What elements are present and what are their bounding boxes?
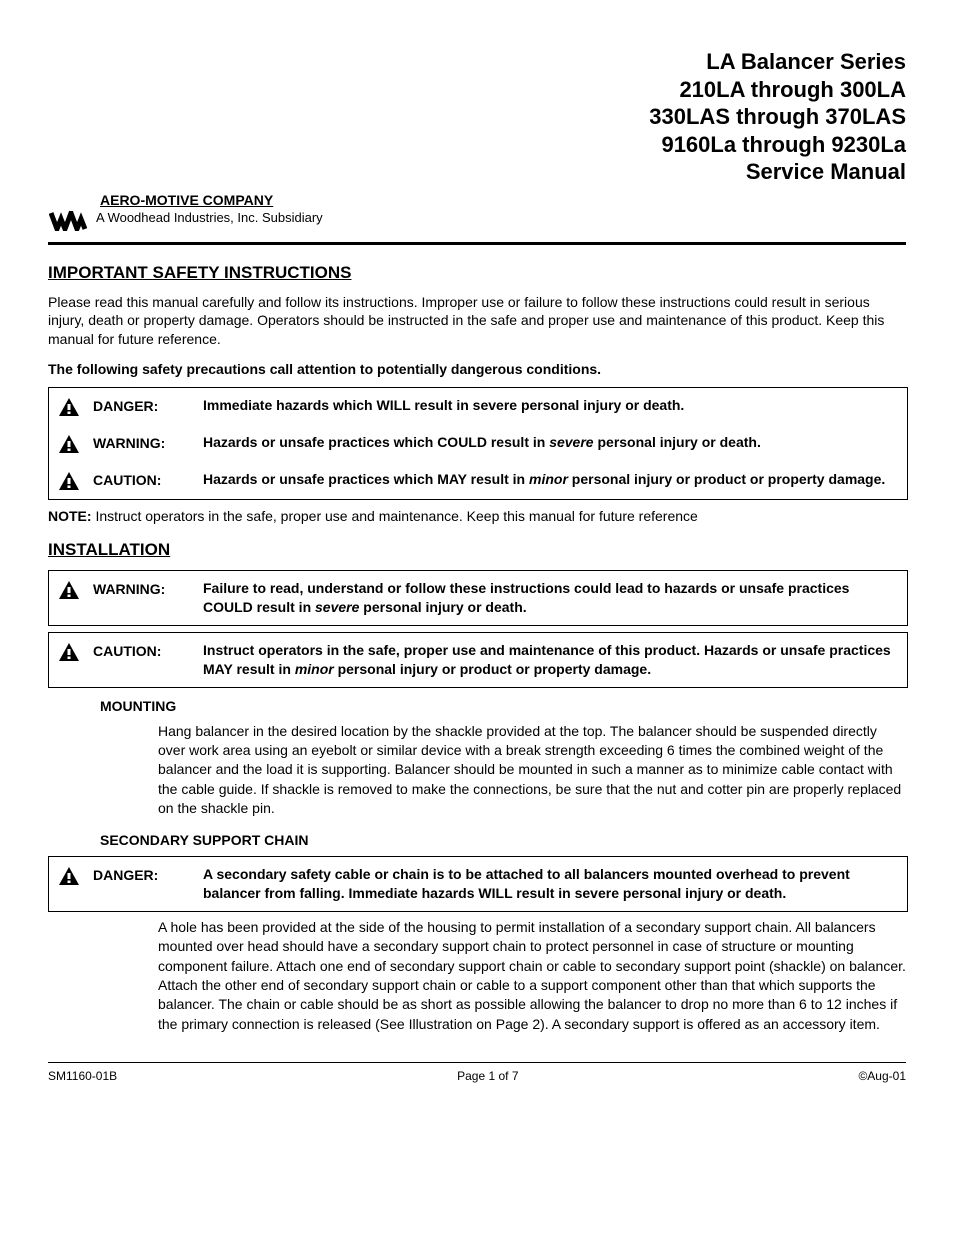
install-row-caution: CAUTION: Instruct operators in the safe,… bbox=[49, 633, 907, 687]
warning-triangle-icon bbox=[55, 579, 83, 600]
safety-label: DANGER: bbox=[93, 396, 193, 414]
note-line: NOTE: Instruct operators in the safe, pr… bbox=[48, 508, 906, 524]
safety-text-post: personal injury or death. bbox=[594, 434, 761, 450]
safety-text-italic: severe bbox=[549, 434, 593, 450]
title-line-2: 210LA through 300LA bbox=[48, 76, 906, 104]
install-row-warning: WARNING: Failure to read, understand or … bbox=[49, 571, 907, 625]
footer-center: Page 1 of 7 bbox=[457, 1069, 518, 1083]
safety-label: WARNING: bbox=[93, 433, 193, 451]
safety-label: CAUTION: bbox=[93, 641, 193, 659]
safety-text-post: personal injury or product or property d… bbox=[568, 471, 885, 487]
safety-row-caution: CAUTION: Hazards or unsafe practices whi… bbox=[49, 462, 907, 499]
safety-text: A secondary safety cable or chain is to … bbox=[203, 865, 895, 903]
installation-heading: INSTALLATION bbox=[48, 540, 906, 560]
title-line-1: LA Balancer Series bbox=[48, 48, 906, 76]
note-text: Instruct operators in the safe, proper u… bbox=[92, 508, 698, 524]
safety-text: Failure to read, understand or follow th… bbox=[203, 579, 895, 617]
mounting-heading: MOUNTING bbox=[100, 698, 906, 714]
safety-text: Immediate hazards which WILL result in s… bbox=[203, 396, 895, 415]
footer-rule bbox=[48, 1062, 906, 1063]
safety-text: Instruct operators in the safe, proper u… bbox=[203, 641, 895, 679]
safety-text-pre: Hazards or unsafe practices which MAY re… bbox=[203, 471, 529, 487]
safety-text-italic: minor bbox=[295, 661, 334, 677]
safety-text-italic: minor bbox=[529, 471, 568, 487]
warning-triangle-icon bbox=[55, 396, 83, 417]
safety-bold-line: The following safety precautions call at… bbox=[48, 361, 906, 377]
mounting-text: Hang balancer in the desired location by… bbox=[158, 722, 906, 819]
safety-text-post: personal injury or product or property d… bbox=[334, 661, 651, 677]
company-subline: A Woodhead Industries, Inc. Subsidiary bbox=[48, 210, 906, 232]
safety-label: CAUTION: bbox=[93, 470, 193, 488]
company-subsidiary: A Woodhead Industries, Inc. Subsidiary bbox=[96, 210, 323, 225]
document-title: LA Balancer Series 210LA through 300LA 3… bbox=[48, 48, 906, 186]
warning-triangle-icon bbox=[55, 470, 83, 491]
warning-triangle-icon bbox=[55, 865, 83, 886]
safety-row-danger: DANGER: Immediate hazards which WILL res… bbox=[49, 388, 907, 425]
warning-triangle-icon bbox=[55, 433, 83, 454]
warning-triangle-icon bbox=[55, 641, 83, 662]
secondary-danger-box: DANGER: A secondary safety cable or chai… bbox=[48, 856, 908, 912]
title-line-5: Service Manual bbox=[48, 158, 906, 186]
page-footer: SM1160-01B Page 1 of 7 ©Aug-01 bbox=[48, 1069, 906, 1083]
install-warning-box: WARNING: Failure to read, understand or … bbox=[48, 570, 908, 626]
safety-label: WARNING: bbox=[93, 579, 193, 597]
note-label: NOTE: bbox=[48, 508, 92, 524]
safety-intro: Please read this manual carefully and fo… bbox=[48, 293, 906, 350]
company-name: AERO-MOTIVE COMPANY bbox=[100, 192, 906, 208]
safety-text: Hazards or unsafe practices which COULD … bbox=[203, 433, 895, 452]
title-line-4: 9160La through 9230La bbox=[48, 131, 906, 159]
safety-text: Hazards or unsafe practices which MAY re… bbox=[203, 470, 895, 489]
safety-text-pre: Hazards or unsafe practices which COULD … bbox=[203, 434, 549, 450]
safety-definitions-box: DANGER: Immediate hazards which WILL res… bbox=[48, 387, 908, 500]
safety-label: DANGER: bbox=[93, 865, 193, 883]
safety-row-warning: WARNING: Hazards or unsafe practices whi… bbox=[49, 425, 907, 462]
safety-text-italic: severe bbox=[315, 599, 359, 615]
footer-left: SM1160-01B bbox=[48, 1069, 117, 1083]
title-line-3: 330LAS through 370LAS bbox=[48, 103, 906, 131]
secondary-row-danger: DANGER: A secondary safety cable or chai… bbox=[49, 857, 907, 911]
footer-right: ©Aug-01 bbox=[858, 1069, 906, 1083]
install-caution-box: CAUTION: Instruct operators in the safe,… bbox=[48, 632, 908, 688]
header-rule bbox=[48, 242, 906, 245]
secondary-text: A hole has been provided at the side of … bbox=[158, 918, 906, 1034]
company-logo-icon bbox=[48, 210, 88, 232]
secondary-heading: SECONDARY SUPPORT CHAIN bbox=[100, 832, 906, 848]
safety-heading: IMPORTANT SAFETY INSTRUCTIONS bbox=[48, 263, 906, 283]
safety-text-post: personal injury or death. bbox=[359, 599, 526, 615]
